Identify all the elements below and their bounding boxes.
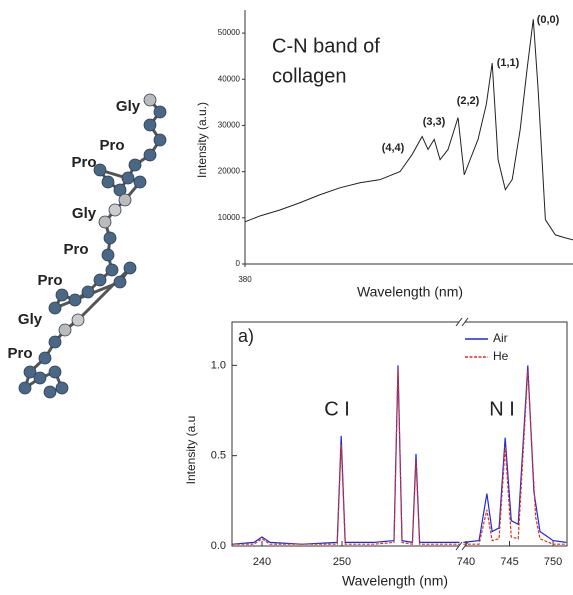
annotation: N I [489, 398, 515, 420]
axis-break [461, 317, 469, 327]
atom [48, 365, 62, 379]
atom [58, 323, 72, 337]
x-tick-label: 250 [333, 556, 351, 568]
residue-label: Gly [72, 205, 97, 222]
annotation: C I [324, 398, 350, 420]
y-axis-label: Intensity (a.u [184, 416, 198, 485]
residue-label: Gly [116, 98, 141, 115]
atom [123, 261, 137, 275]
atom [18, 381, 32, 395]
atom [153, 105, 167, 119]
y-tick-label: 1.0 [211, 359, 226, 371]
axis-break [455, 317, 463, 327]
atom [98, 215, 112, 229]
atom [23, 365, 37, 379]
y-tick-label: 0.0 [211, 540, 226, 552]
y-tick-label: 50000 [218, 28, 241, 37]
atom [143, 118, 157, 132]
axis-break [455, 541, 463, 551]
spectrum-line [244, 19, 573, 241]
x-tick-label: 740 [457, 556, 475, 568]
axis-break [461, 541, 469, 551]
annotation: (3,3) [423, 116, 446, 128]
atom [153, 133, 167, 147]
legend-label: Air [493, 331, 508, 345]
y-tick-label: 0.5 [211, 450, 226, 462]
spectrum-line [232, 365, 460, 545]
residue-label: Pro [37, 272, 62, 289]
atom [55, 381, 69, 395]
atom [48, 301, 62, 315]
annotation: (2,2) [457, 95, 480, 107]
y-tick-label: 0 [236, 259, 241, 268]
atom [71, 313, 85, 327]
annotation: a) [238, 326, 254, 346]
x-tick-label: 745 [500, 556, 518, 568]
x-tick-label: 240 [253, 556, 271, 568]
atom [38, 351, 52, 365]
atom [113, 275, 127, 289]
residue-label: Pro [7, 345, 32, 362]
y-axis-label: Intensity (a.u.) [195, 102, 209, 178]
residue-label: Pro [99, 137, 124, 154]
y-tick-label: 20000 [218, 167, 241, 176]
annotation: C-N band of [272, 35, 380, 57]
atom [48, 335, 62, 349]
x-tick-label: 750 [544, 556, 562, 568]
atom [113, 183, 127, 197]
axis-break-gap [459, 542, 465, 550]
x-tick-label: 380 [238, 275, 252, 284]
spectrum-line [463, 365, 567, 543]
atom [101, 248, 115, 262]
axis-break-gap [459, 318, 465, 326]
atom [108, 203, 122, 217]
y-tick-label: 10000 [218, 213, 241, 222]
atom [105, 263, 119, 277]
atom [33, 371, 47, 385]
residue-label: Gly [18, 311, 43, 328]
atom [103, 231, 117, 245]
annotation: (0,0) [537, 14, 560, 26]
residue-label: Pro [63, 241, 88, 258]
atom [93, 273, 107, 287]
annotation: collagen [272, 65, 347, 87]
legend-label: He [493, 349, 509, 363]
atom [121, 171, 135, 185]
x-axis-label: Wavelength (nm) [357, 284, 463, 300]
y-tick-label: 30000 [218, 121, 241, 130]
atom [43, 385, 57, 399]
atom [93, 163, 107, 177]
atom [81, 285, 95, 299]
atom [143, 93, 157, 107]
atom [133, 175, 147, 189]
x-axis-label: Wavelength (nm) [342, 573, 448, 589]
atom [128, 158, 142, 172]
atom [118, 193, 132, 207]
annotation: (4,4) [382, 142, 405, 154]
y-tick-label: 40000 [218, 74, 241, 83]
atom [55, 288, 69, 302]
plot-frame [231, 321, 568, 547]
spectrum-line [463, 370, 567, 545]
residue-label: Pro [71, 154, 96, 171]
molecule [18, 93, 167, 399]
atom [143, 148, 157, 162]
annotation: (1,1) [497, 57, 520, 69]
spectrum-line [232, 368, 460, 545]
atom [101, 175, 115, 189]
atom [68, 293, 82, 307]
